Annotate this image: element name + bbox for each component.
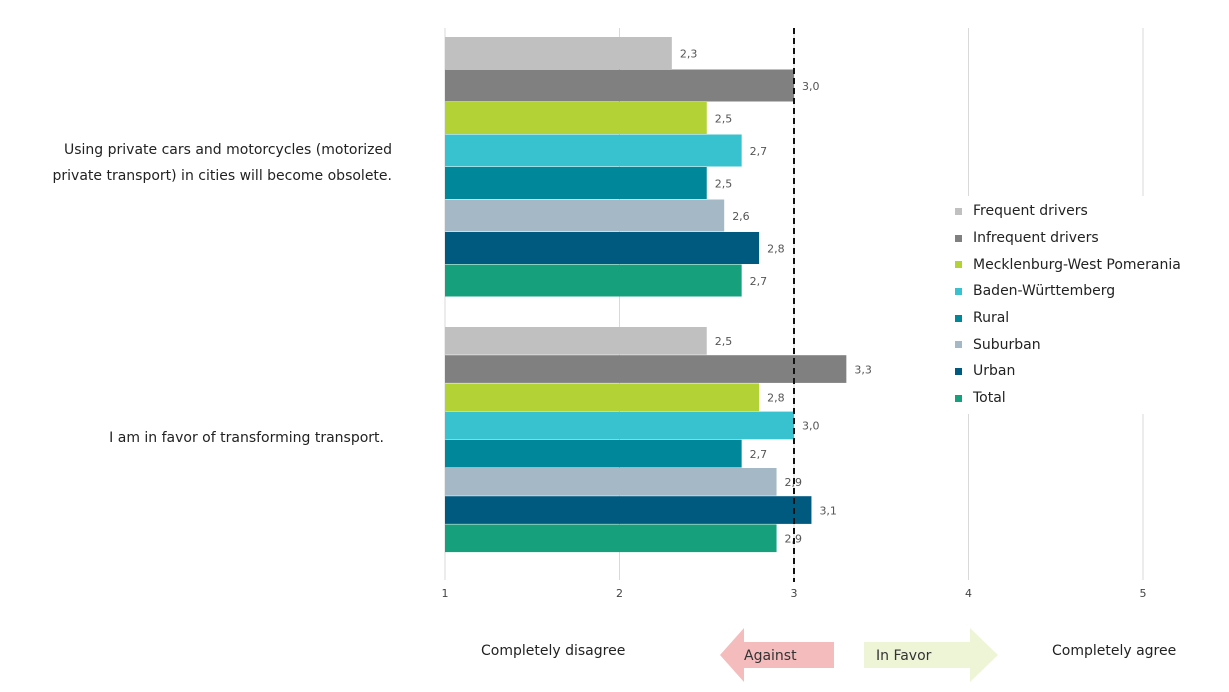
bar-urban-0 bbox=[445, 232, 760, 264]
x-tick-label-4: 4 bbox=[965, 587, 972, 600]
value-label: 2,3 bbox=[680, 47, 698, 60]
legend-label: Baden-Württemberg bbox=[973, 283, 1116, 300]
legend-item: Infrequent drivers bbox=[955, 225, 1215, 252]
scale-label-right: Completely agree bbox=[1052, 643, 1177, 659]
direction-arrows: Against In Favor bbox=[720, 628, 998, 682]
bar-frequent-drivers-1 bbox=[445, 327, 707, 355]
legend-label: Total bbox=[973, 390, 1006, 407]
bar-suburban-1 bbox=[445, 468, 777, 496]
legend-item: Mecklenburg-West Pomerania bbox=[955, 251, 1215, 278]
value-label: 3,1 bbox=[819, 504, 837, 517]
bar-mecklenburg-west-pomerania-1 bbox=[445, 383, 760, 412]
bar-rural-0 bbox=[445, 167, 707, 199]
legend-label: Infrequent drivers bbox=[973, 230, 1099, 247]
value-label: 2,6 bbox=[732, 210, 750, 223]
x-tick-label-1: 1 bbox=[442, 587, 449, 600]
against-label: Against bbox=[744, 648, 797, 664]
legend-label: Suburban bbox=[973, 336, 1041, 353]
value-label: 2,7 bbox=[750, 275, 768, 288]
x-tick-label-5: 5 bbox=[1140, 587, 1147, 600]
bar-total-1 bbox=[445, 524, 777, 553]
legend-swatch bbox=[955, 207, 962, 215]
bar-mecklenburg-west-pomerania-0 bbox=[445, 102, 707, 134]
legend-swatch bbox=[955, 314, 962, 322]
bar-total-0 bbox=[445, 264, 742, 297]
bar-suburban-0 bbox=[445, 199, 725, 232]
legend-item: Frequent drivers bbox=[955, 198, 1215, 225]
value-label: 2,7 bbox=[750, 448, 768, 461]
legend-swatch bbox=[955, 261, 962, 269]
legend-label: Frequent drivers bbox=[973, 203, 1088, 220]
x-tick-label-3: 3 bbox=[791, 587, 798, 600]
legend-swatch bbox=[955, 394, 962, 402]
legend-item: Suburban bbox=[955, 331, 1215, 358]
legend-label: Rural bbox=[973, 310, 1010, 327]
legend-swatch bbox=[955, 287, 962, 295]
value-label: 2,5 bbox=[715, 177, 733, 190]
in-favor-label: In Favor bbox=[876, 648, 932, 664]
category-label-transforming: I am in favor of transforming transport. bbox=[109, 430, 384, 446]
bar-urban-1 bbox=[445, 496, 812, 524]
category-label-obsolete: Using private cars and motorcycles (moto… bbox=[52, 142, 393, 184]
legend-label: Urban bbox=[973, 363, 1016, 380]
against-arrow bbox=[720, 628, 834, 682]
bar-baden-w-rttemberg-0 bbox=[445, 134, 742, 167]
legend-item: Baden-Württemberg bbox=[955, 278, 1215, 305]
legend-item: Rural bbox=[955, 305, 1215, 332]
value-label: 3,3 bbox=[854, 363, 872, 376]
bar-rural-1 bbox=[445, 439, 742, 468]
x-axis-ticks: 1 2 3 4 5 bbox=[442, 587, 1147, 600]
value-label: 2,5 bbox=[715, 335, 733, 348]
bar-frequent-drivers-0 bbox=[445, 37, 672, 69]
legend-item: Urban bbox=[955, 358, 1215, 385]
value-label: 2,8 bbox=[767, 392, 785, 405]
in-favor-arrow bbox=[864, 628, 998, 682]
legend-label: Mecklenburg-West Pomerania bbox=[973, 256, 1181, 273]
bar-infrequent-drivers-0 bbox=[445, 69, 794, 102]
value-label: 3,0 bbox=[802, 80, 820, 93]
legend-swatch bbox=[955, 367, 962, 375]
legend: Frequent drivers Infrequent drivers Meckle… bbox=[955, 196, 1215, 414]
bars bbox=[445, 37, 847, 553]
value-labels: 2,33,02,52,72,52,62,82,72,53,32,83,02,72… bbox=[680, 47, 872, 545]
bar-baden-w-rttemberg-1 bbox=[445, 411, 794, 440]
legend-swatch bbox=[955, 341, 962, 349]
legend-swatch bbox=[955, 234, 962, 242]
value-label: 2,8 bbox=[767, 242, 785, 255]
bar-infrequent-drivers-1 bbox=[445, 355, 847, 383]
scale-label-left: Completely disagree bbox=[481, 643, 626, 659]
value-label: 2,7 bbox=[750, 145, 768, 158]
value-label: 3,0 bbox=[802, 420, 820, 433]
value-label: 2,5 bbox=[715, 112, 733, 125]
x-tick-label-2: 2 bbox=[616, 587, 623, 600]
legend-item: Total bbox=[955, 385, 1215, 412]
